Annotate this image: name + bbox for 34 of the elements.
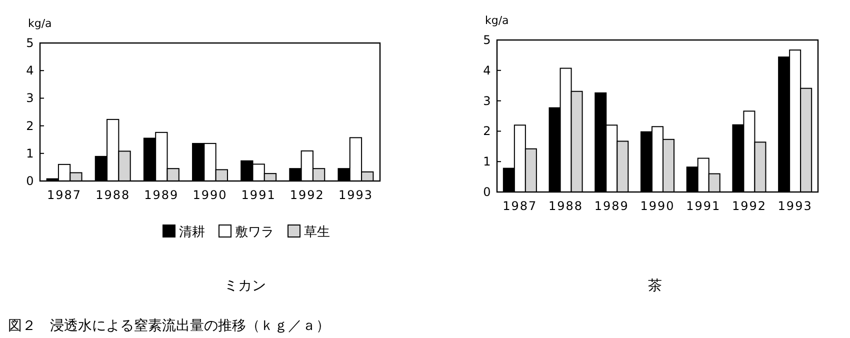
y-tick-label: 1 [483, 154, 491, 169]
x-tick-label: 1990 [192, 188, 228, 202]
x-tick-label: 1989 [144, 188, 179, 202]
y-axis-title: kg/a [485, 14, 509, 27]
y-tick-label: 0 [26, 174, 34, 188]
y-tick-label: 3 [483, 94, 491, 108]
x-tick-label: 1987 [502, 199, 538, 213]
y-tick-label: 2 [26, 118, 34, 133]
legend-label: 敷ワラ [235, 225, 274, 240]
y-tick-label: 5 [26, 36, 34, 50]
x-tick-label: 1991 [686, 199, 721, 213]
y-tick-label: 3 [26, 91, 34, 106]
x-tick-label: 1993 [338, 188, 373, 202]
legend-label: 草生 [304, 225, 330, 240]
y-axis-title: kg/a [28, 17, 52, 30]
x-tick-label: 1991 [241, 188, 276, 202]
x-tick-label: 1989 [594, 199, 629, 213]
x-tick-label: 1992 [732, 199, 766, 213]
text: 茶 [648, 278, 662, 294]
y-tick-label: 2 [483, 124, 491, 138]
y-tick-label: 4 [26, 64, 34, 78]
x-tick-label: 1993 [778, 199, 812, 213]
caption: 図２ 浸透水による窒素流出量の推移（ｋｇ／ａ） [8, 318, 330, 334]
x-tick-label: 1987 [47, 188, 82, 202]
y-tick-label: 4 [483, 63, 491, 78]
x-tick-label: 1988 [96, 188, 130, 202]
y-tick-label: 0 [483, 185, 491, 199]
y-tick-label: 5 [483, 33, 491, 47]
text: ミカン [224, 278, 266, 294]
x-tick-label: 1990 [640, 199, 675, 213]
legend-label: 清耕 [179, 225, 205, 240]
y-tick-label: 1 [26, 146, 34, 160]
x-tick-label: 1992 [290, 188, 324, 202]
x-tick-label: 1988 [548, 199, 584, 213]
